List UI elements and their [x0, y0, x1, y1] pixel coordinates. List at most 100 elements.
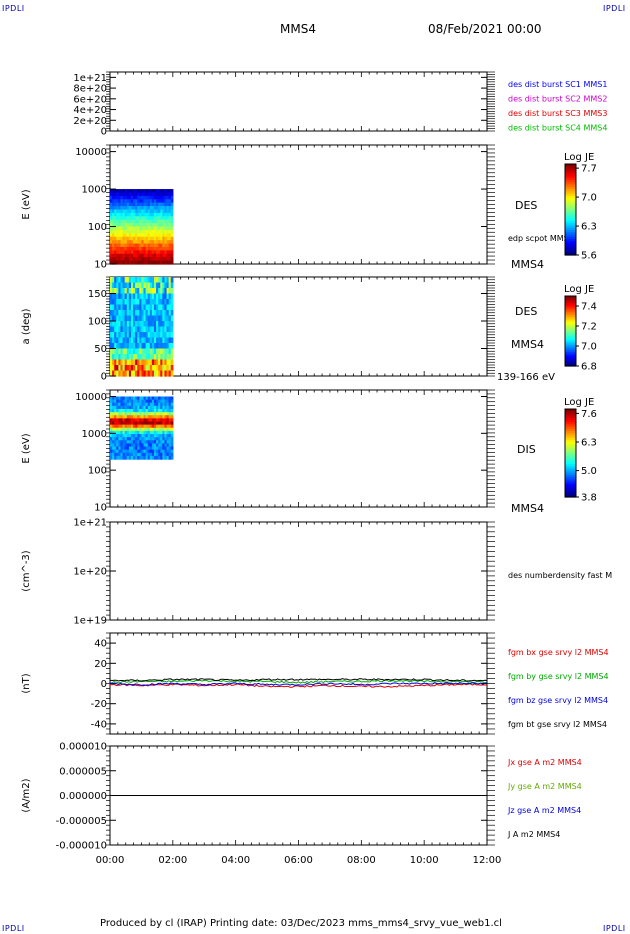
pitch-cell: [164, 299, 168, 306]
spectrogram-cell: [120, 229, 124, 234]
spectrogram-cell: [156, 216, 159, 221]
spectrogram-cell: [112, 233, 115, 238]
spectrogram-cell: [130, 223, 134, 228]
pitch-cell: [122, 282, 126, 289]
pitch-cell: [166, 326, 170, 333]
colorbar-swatch: [565, 364, 576, 367]
spectrogram-cell: [126, 446, 130, 451]
pitch-cell: [151, 343, 155, 350]
pitch-cell: [137, 293, 140, 300]
spectrogram-cell: [151, 430, 155, 435]
y-tick-label: 1e+21: [73, 73, 107, 84]
spectrogram-cell: [145, 452, 149, 457]
pitch-cell: [128, 326, 132, 333]
spectrogram-cell: [147, 212, 151, 217]
spectrogram-cell: [153, 440, 157, 445]
pitch-cell: [112, 354, 115, 361]
pitch-cell: [143, 326, 147, 333]
spectrogram-cell: [158, 409, 161, 413]
spectrogram-cell: [160, 396, 163, 401]
pitch-cell: [170, 282, 174, 289]
pitch-cell: [130, 277, 134, 284]
spectrogram-cell: [118, 199, 122, 204]
colorbar-swatch: [565, 357, 576, 360]
spectrogram-cell: [141, 399, 145, 404]
pitch-cell: [126, 299, 130, 306]
spectrogram-cell: [164, 421, 168, 426]
colorbar-swatch: [565, 470, 576, 474]
spectrogram-cell: [164, 424, 168, 429]
pitch-cell: [164, 348, 168, 355]
spectrogram-cell: [120, 250, 124, 255]
pitch-cell: [141, 288, 145, 295]
spectrogram-cell: [128, 246, 132, 251]
spectrogram-cell: [139, 253, 143, 258]
spectrogram-cell: [133, 246, 136, 251]
spectrogram-cell: [162, 209, 166, 214]
pitch-cell: [141, 343, 145, 350]
spectrogram-cell: [114, 212, 117, 217]
spectrogram-cell: [153, 405, 157, 410]
spectrogram-cell: [139, 415, 143, 419]
pitch-cell: [124, 304, 128, 311]
pitch-cell: [112, 321, 115, 328]
y-tick-label: 0.000005: [59, 766, 107, 777]
spectrogram-cell: [130, 434, 134, 438]
legend-entry: Jz gse A m2 MMS4: [507, 806, 581, 815]
spectrogram-cell: [141, 209, 145, 214]
pitch-cell: [153, 321, 157, 328]
spectrogram-cell: [151, 246, 155, 251]
pitch-cell: [158, 332, 161, 339]
spectrogram-cell: [156, 443, 159, 448]
pitch-cell: [164, 343, 168, 350]
pitch-cell: [139, 359, 143, 366]
pitch-cell: [110, 293, 113, 300]
spectrogram-cell: [164, 199, 168, 204]
pitch-cell: [145, 310, 149, 317]
spectrogram-cell: [147, 434, 151, 438]
spectrogram-cell: [153, 443, 157, 448]
pitch-cell: [139, 277, 143, 284]
pitch-cell: [118, 326, 122, 333]
spectrogram-cell: [147, 202, 151, 207]
spectrogram-cell: [164, 253, 168, 258]
spectrogram-cell: [126, 257, 130, 262]
colorbar-swatch: [565, 442, 576, 445]
spectrogram-cell: [143, 212, 147, 217]
spectrogram-cell: [156, 243, 159, 248]
colorbar-swatch: [565, 343, 576, 346]
pitch-cell: [139, 321, 143, 328]
spectrogram-cell: [158, 226, 161, 231]
spectrogram-cell: [168, 437, 172, 441]
pitch-cell: [147, 354, 151, 361]
spectrogram-cell: [128, 412, 132, 416]
colorbar-swatch: [565, 477, 576, 480]
spectrogram-cell: [166, 192, 170, 197]
pitch-cell: [137, 282, 140, 289]
spectrogram-cell: [158, 246, 161, 251]
pitch-cell: [114, 315, 117, 322]
spectrogram-cell: [160, 402, 163, 407]
spectrogram-cell: [133, 195, 136, 200]
spectrogram-cell: [156, 405, 159, 410]
spectrogram-cell: [166, 219, 170, 224]
spectrogram-cell: [147, 195, 151, 200]
spectrogram-cell: [116, 202, 119, 207]
spectrogram-cell: [143, 421, 147, 426]
pitch-cell: [118, 365, 122, 372]
spectrogram-cell: [112, 399, 115, 404]
pitch-cell: [130, 288, 134, 295]
pitch-cell: [151, 354, 155, 361]
spectrogram-cell: [147, 415, 151, 419]
spectrogram-cell: [122, 236, 126, 241]
pitch-cell: [118, 332, 122, 339]
y-tick-label: 1000: [82, 185, 107, 196]
pitch-cell: [151, 332, 155, 339]
pitch-cell: [122, 277, 126, 284]
pitch-cell: [133, 354, 136, 361]
spectrogram-cell: [170, 427, 174, 432]
colorbar-tick-label: 7.0: [581, 193, 597, 204]
spectrogram-cell: [133, 206, 136, 211]
pitch-cell: [158, 315, 161, 322]
pitch-cell: [122, 299, 126, 306]
